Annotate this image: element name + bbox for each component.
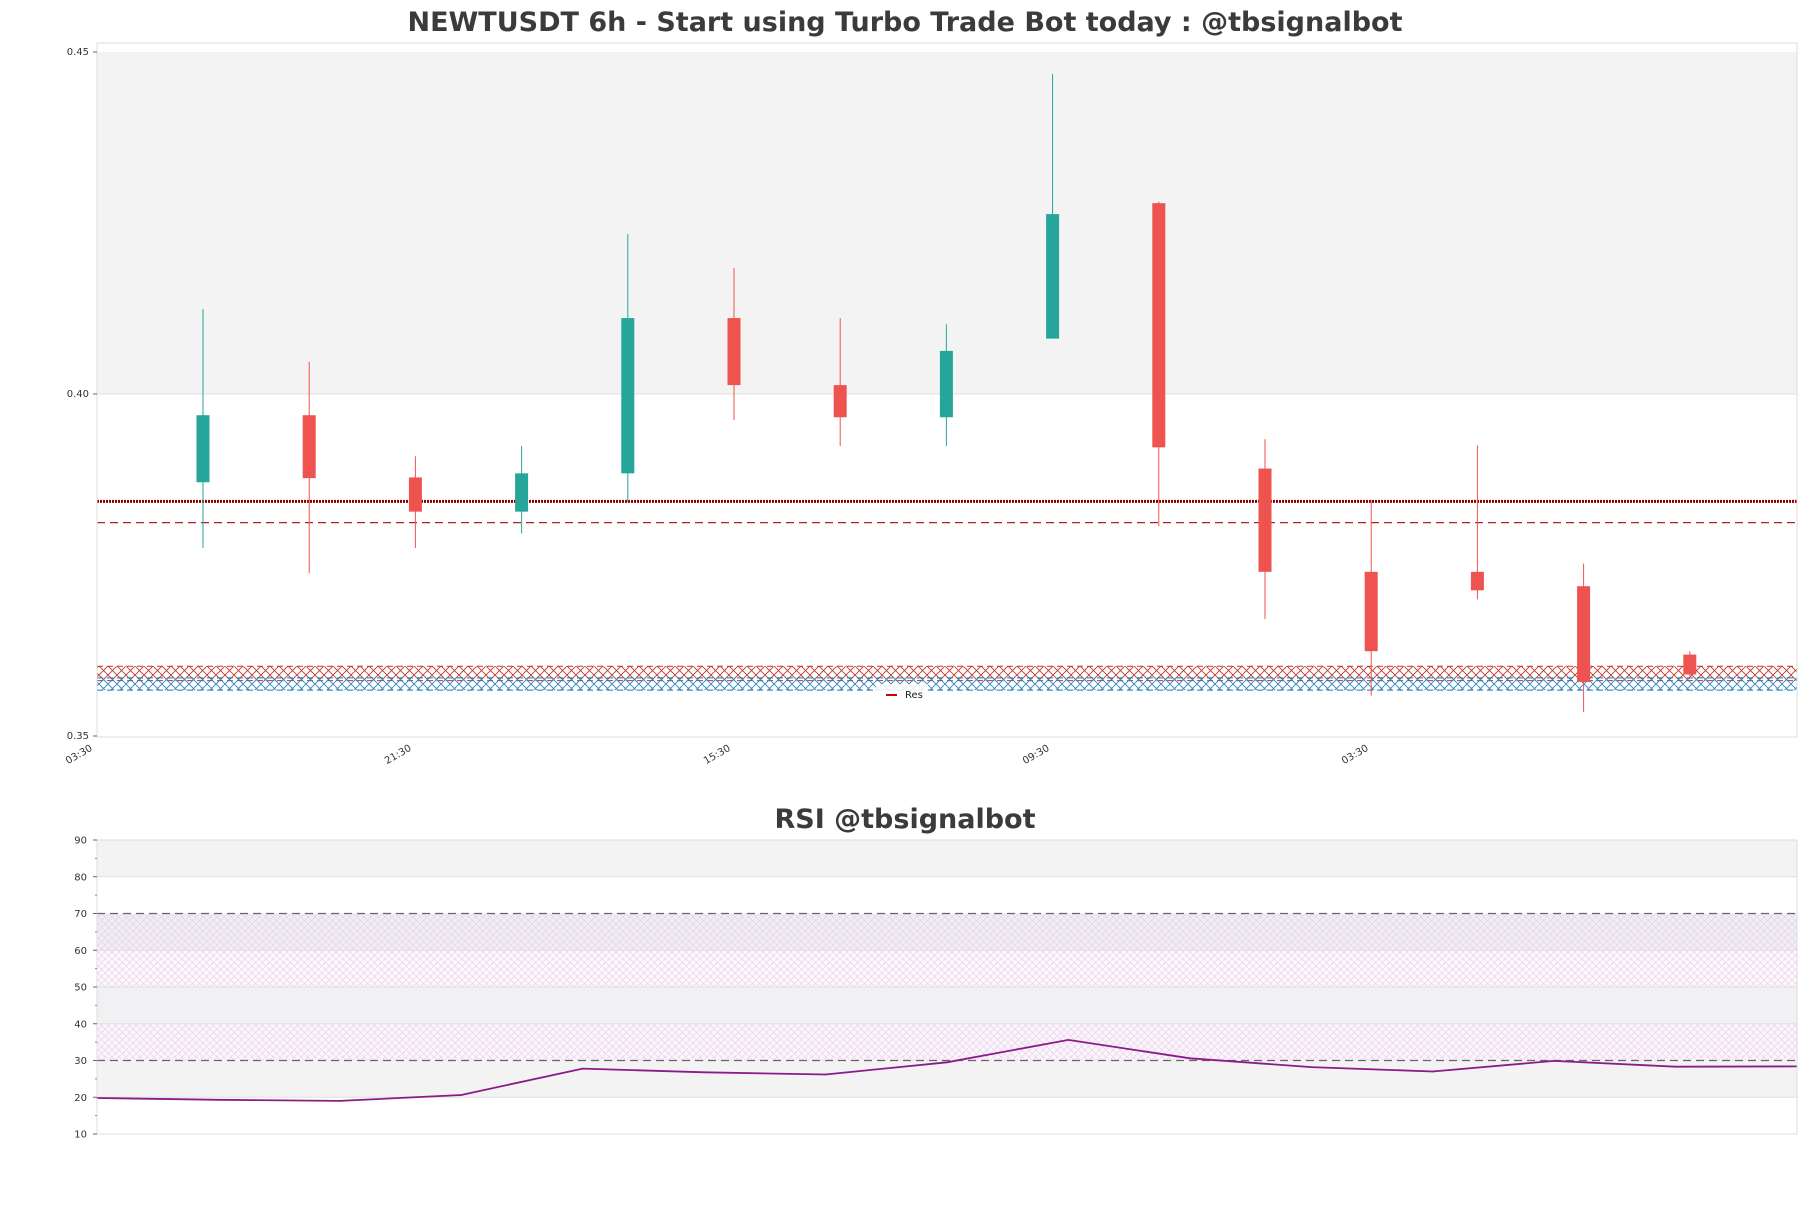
rsi-point — [339, 1100, 341, 1102]
support-resistance-zones — [97, 665, 1797, 691]
rsi-band-hatch — [97, 913, 1797, 951]
rsi-band — [97, 1060, 1797, 1098]
candle-body — [833, 385, 847, 418]
candle-body — [515, 473, 529, 512]
zone-fill — [97, 677, 1797, 691]
rsi-y-tick-label: 30 — [74, 1056, 87, 1067]
candle-body — [408, 477, 422, 512]
rsi-levels — [97, 912, 1797, 1062]
rsi-y-tick-label: 20 — [74, 1093, 87, 1104]
rsi-y-tick-label: 90 — [74, 836, 87, 847]
legend: Res — [876, 684, 928, 704]
legend-label: Res — [905, 690, 923, 701]
price-x-tick-label: 03:30 — [1340, 743, 1370, 767]
candle-body — [1152, 203, 1166, 448]
rsi-point — [1189, 1057, 1191, 1060]
rsi-point — [1674, 1065, 1677, 1068]
rsi-point — [703, 1071, 705, 1074]
candle-body — [1046, 214, 1060, 339]
rsi-band — [97, 840, 1797, 877]
rsi-band — [97, 987, 1797, 1024]
candle-body — [302, 415, 316, 479]
resistance-lines — [97, 499, 1797, 524]
price-x-axis: 03:30 21:30 15:30 09:30 03:30 — [64, 743, 1370, 767]
rsi-point — [460, 1094, 463, 1096]
candle-body — [939, 350, 953, 418]
rsi-y-axis: 10 20 30 40 50 60 70 80 90 — [74, 836, 97, 1141]
candle-body — [621, 318, 635, 474]
rsi-y-tick-label: 10 — [74, 1130, 87, 1141]
price-chart-title: NEWTUSDT 6h - Start using Turbo Trade Bo… — [407, 7, 1402, 38]
candle-body — [196, 415, 210, 483]
rsi-band-hatch — [97, 950, 1797, 987]
price-bands — [97, 52, 1797, 395]
price-y-tick-label: 0.35 — [67, 731, 89, 742]
price-x-tick-label: 03:30 — [64, 743, 94, 767]
rsi-bands — [97, 840, 1797, 1098]
rsi-band-hatch — [97, 1023, 1797, 1061]
candle-body — [1258, 468, 1272, 572]
price-x-tick-label: 21:30 — [383, 743, 413, 767]
price-plot-frame — [96, 42, 1798, 738]
price-y-tick-label: 0.45 — [67, 47, 89, 58]
rsi-point — [946, 1061, 948, 1064]
rsi-y-tick-label: 40 — [74, 1019, 87, 1030]
rsi-y-tick-label: 60 — [74, 946, 87, 957]
price-y-axis: 0.35 0.40 0.45 — [67, 47, 97, 742]
rsi-point — [1310, 1066, 1313, 1068]
price-chart: NEWTUSDT 6h - Start using Turbo Trade Bo… — [64, 7, 1798, 767]
legend-box — [876, 684, 928, 704]
rsi-point — [824, 1073, 827, 1076]
candles — [196, 73, 1697, 713]
candle-body — [1577, 586, 1591, 682]
candle-body — [1364, 571, 1378, 652]
price-band-shaded — [97, 52, 1797, 394]
price-y-tick-label: 0.40 — [67, 389, 89, 400]
rsi-point — [217, 1099, 220, 1101]
rsi-point — [1553, 1060, 1555, 1062]
rsi-chart-title: RSI @tbsignalbot — [774, 804, 1035, 835]
rsi-point — [1067, 1039, 1070, 1041]
candle-body — [1470, 571, 1484, 591]
rsi-y-tick-label: 80 — [74, 872, 87, 883]
candle-body — [1683, 654, 1697, 675]
candle-body — [727, 318, 741, 386]
price-x-tick-label: 09:30 — [1021, 743, 1051, 767]
zone-fill — [97, 666, 1797, 681]
rsi-point — [581, 1067, 584, 1070]
rsi-y-tick-label: 70 — [74, 909, 87, 920]
rsi-point — [1431, 1070, 1434, 1073]
rsi-chart: RSI @tbsignalbot 10 20 30 40 50 60 70 80 90 — [74, 804, 1798, 1141]
price-x-tick-label: 15:30 — [702, 743, 732, 767]
rsi-y-tick-label: 50 — [74, 983, 87, 994]
